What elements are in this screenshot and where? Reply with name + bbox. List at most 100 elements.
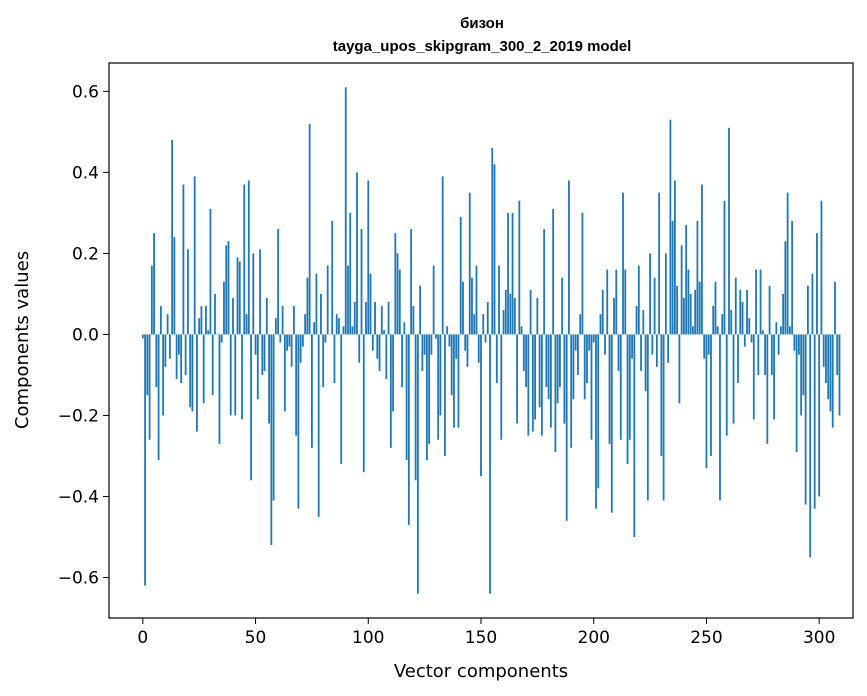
- bar: [193, 176, 196, 335]
- bar: [283, 334, 286, 412]
- x-tick-label: 200: [578, 628, 610, 648]
- bar: [583, 334, 586, 400]
- bar: [274, 318, 277, 335]
- x-tick-label: 150: [465, 628, 497, 648]
- bar: [444, 334, 446, 456]
- bar: [252, 253, 255, 335]
- bar: [646, 334, 649, 501]
- bar: [263, 334, 266, 371]
- bar: [701, 184, 703, 335]
- x-tick-label: 0: [137, 628, 148, 648]
- bar: [770, 334, 773, 375]
- bar: [223, 281, 225, 335]
- bar: [513, 297, 516, 335]
- bar: [306, 277, 309, 335]
- bar: [820, 200, 823, 335]
- bar: [243, 184, 246, 335]
- bar: [205, 306, 207, 335]
- bar: [220, 334, 223, 343]
- bar: [159, 306, 162, 335]
- y-axis-label: Components values: [12, 251, 33, 429]
- bar: [825, 334, 827, 384]
- bar: [746, 289, 748, 335]
- bar: [166, 314, 169, 335]
- bar: [340, 334, 343, 465]
- bar: [712, 306, 715, 335]
- bar: [162, 334, 165, 416]
- bar: [782, 293, 785, 335]
- bar: [498, 265, 500, 335]
- bar: [572, 334, 575, 400]
- bar: [421, 334, 424, 371]
- bar: [387, 302, 390, 335]
- bar: [779, 326, 782, 335]
- bar: [254, 334, 257, 355]
- bar: [757, 334, 760, 375]
- bar: [640, 334, 642, 371]
- bar: [446, 326, 449, 335]
- bar: [493, 164, 496, 335]
- bar: [491, 148, 494, 335]
- bar: [295, 334, 298, 436]
- bar: [360, 229, 363, 335]
- bar: [412, 306, 415, 335]
- bar: [374, 302, 376, 335]
- bar: [619, 334, 622, 440]
- bar: [198, 318, 201, 335]
- bar: [144, 334, 146, 586]
- bar: [676, 285, 679, 335]
- bar: [511, 212, 514, 335]
- bar: [353, 302, 356, 335]
- bar: [173, 237, 176, 335]
- bar: [358, 334, 361, 363]
- bars-group: [141, 87, 841, 594]
- bar: [450, 334, 453, 396]
- bar: [723, 200, 726, 335]
- bar: [664, 253, 667, 335]
- bar: [187, 249, 189, 335]
- bar: [764, 334, 766, 375]
- bar: [290, 334, 293, 367]
- bar: [398, 269, 401, 335]
- bar: [610, 334, 613, 513]
- bar: [232, 297, 234, 335]
- bar: [579, 314, 582, 335]
- bar: [150, 265, 153, 335]
- bar: [333, 334, 336, 384]
- bar: [642, 310, 645, 335]
- bar: [299, 334, 302, 363]
- bar: [507, 212, 509, 335]
- y-tick-label: 0.4: [72, 163, 99, 183]
- bar: [495, 334, 498, 384]
- x-axis-ticks: 0 50 100 150 200 250 300: [137, 618, 835, 648]
- bar: [272, 334, 275, 501]
- bar: [568, 180, 570, 335]
- bar: [259, 249, 261, 335]
- bar: [800, 334, 803, 416]
- bar: [595, 334, 597, 509]
- bar: [768, 285, 771, 335]
- bar: [624, 269, 627, 335]
- bar: [755, 269, 757, 335]
- bar: [180, 334, 183, 384]
- bar: [604, 334, 606, 355]
- bar: [464, 334, 467, 351]
- bar: [218, 334, 221, 444]
- bar: [304, 314, 307, 335]
- bar: [486, 302, 489, 335]
- bar: [286, 334, 289, 351]
- bar: [441, 176, 444, 335]
- bar: [502, 310, 505, 335]
- bar: [229, 334, 232, 416]
- bar: [241, 334, 243, 420]
- bar: [371, 334, 374, 351]
- bar: [797, 334, 800, 355]
- bar: [527, 334, 530, 436]
- bar: [793, 334, 796, 351]
- bar: [741, 302, 744, 335]
- y-tick-label: −0.4: [58, 487, 99, 507]
- bar: [728, 127, 730, 335]
- bar: [608, 334, 611, 444]
- bar: [196, 334, 198, 432]
